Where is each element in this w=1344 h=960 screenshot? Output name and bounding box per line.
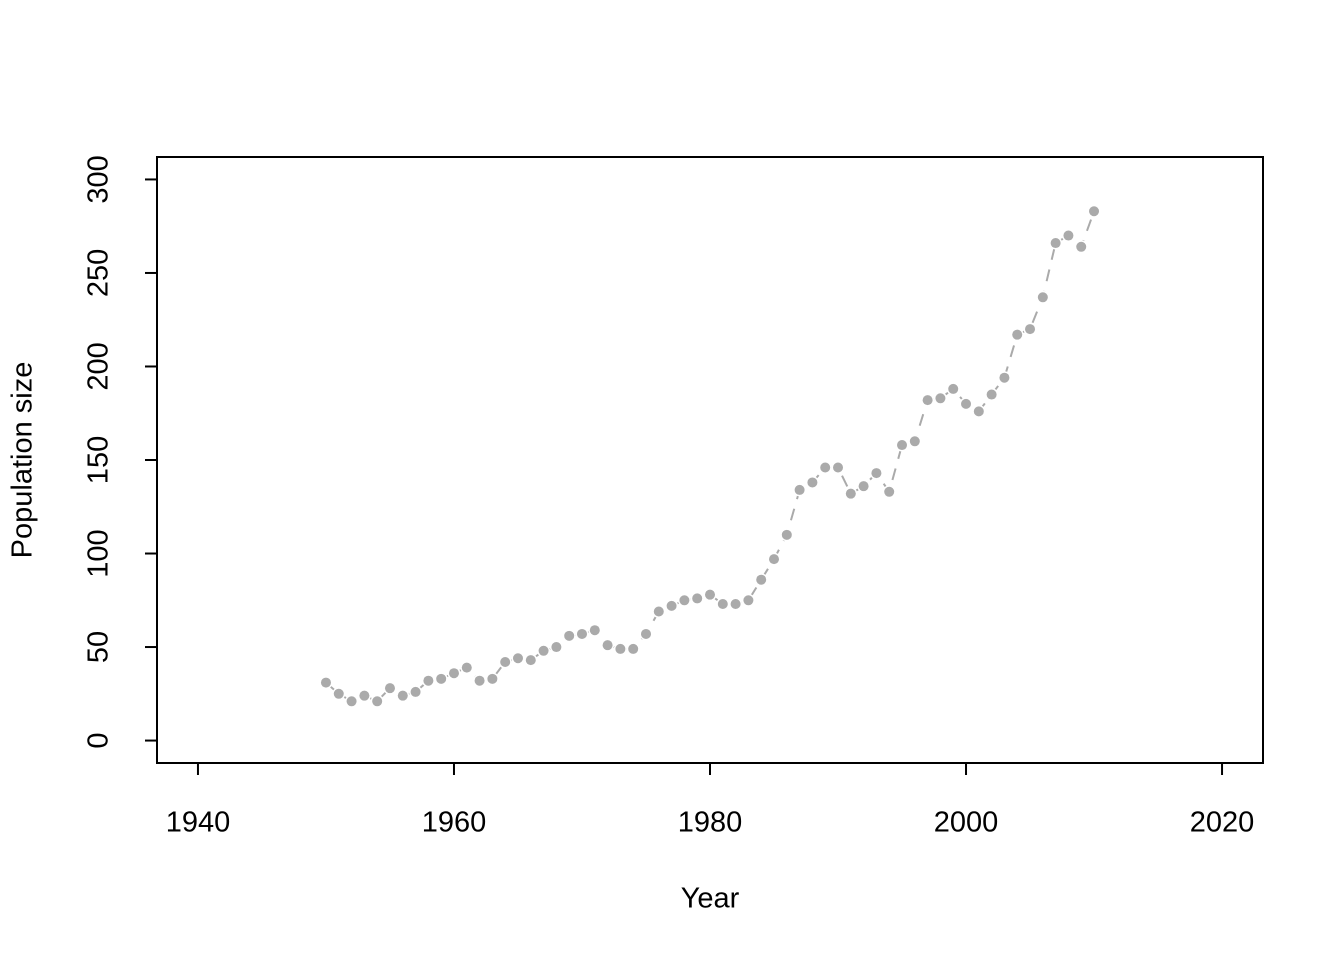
y-tick-label: 0 (83, 732, 115, 748)
x-tick-label: 1940 (166, 807, 231, 839)
data-point (767, 552, 781, 566)
data-point (1036, 290, 1050, 304)
data-point (818, 460, 832, 474)
data-point (1023, 322, 1037, 336)
y-tick-label: 300 (83, 155, 115, 203)
data-point (908, 434, 922, 448)
data-point (1061, 229, 1075, 243)
data-point (997, 371, 1011, 385)
data-point (332, 687, 346, 701)
data-point (831, 460, 845, 474)
data-point (933, 391, 947, 405)
y-axis-label: Population size (7, 362, 39, 559)
data-point (793, 483, 807, 497)
data-point (754, 573, 768, 587)
data-point (434, 672, 448, 686)
data-point (869, 466, 883, 480)
data-point (601, 638, 615, 652)
data-point (498, 655, 512, 669)
data-point (985, 388, 999, 402)
data-point (844, 487, 858, 501)
data-point (677, 593, 691, 607)
data-point (409, 685, 423, 699)
data-point (1049, 236, 1063, 250)
data-point (537, 644, 551, 658)
data-point (562, 629, 576, 643)
data-point (665, 599, 679, 613)
data-point (1087, 204, 1101, 218)
data-point (703, 588, 717, 602)
x-tick-label: 2000 (934, 807, 999, 839)
data-point (485, 672, 499, 686)
y-tick-label: 100 (83, 529, 115, 577)
data-point (690, 591, 704, 605)
data-point (319, 676, 333, 690)
x-tick-label: 1960 (422, 807, 487, 839)
plot-frame (156, 156, 1264, 764)
data-point (959, 397, 973, 411)
data-point (345, 694, 359, 708)
data-point (357, 689, 371, 703)
data-point (613, 642, 627, 656)
data-point (882, 485, 896, 499)
y-tick-label: 250 (83, 249, 115, 297)
data-point (473, 674, 487, 688)
data-point (421, 674, 435, 688)
data-point (1010, 328, 1024, 342)
data-point (588, 623, 602, 637)
data-point (652, 605, 666, 618)
data-point (857, 479, 871, 493)
data-point (946, 382, 960, 396)
data-point (575, 627, 589, 641)
data-point (626, 642, 640, 656)
data-point (511, 651, 525, 665)
data-point (383, 681, 397, 695)
y-tick-label: 200 (83, 342, 115, 390)
data-point (921, 393, 935, 407)
data-point (370, 694, 384, 708)
data-point (895, 438, 909, 452)
series-line (325, 210, 1095, 703)
data-point (780, 528, 794, 542)
data-point (972, 404, 986, 418)
y-tick-label: 50 (83, 631, 115, 663)
x-tick-label: 1980 (678, 807, 743, 839)
data-point (729, 597, 743, 611)
data-point (805, 475, 819, 489)
data-point (460, 661, 474, 675)
x-tick-label: 2020 (1190, 807, 1255, 839)
data-point (549, 640, 563, 654)
data-point (1074, 240, 1088, 254)
data-point (524, 653, 538, 667)
data-point (716, 597, 730, 611)
data-point (741, 593, 755, 607)
data-point (396, 689, 410, 703)
data-point (447, 666, 461, 680)
y-tick-label: 150 (83, 436, 115, 484)
x-axis-label: Year (681, 883, 740, 915)
data-point (639, 627, 653, 641)
